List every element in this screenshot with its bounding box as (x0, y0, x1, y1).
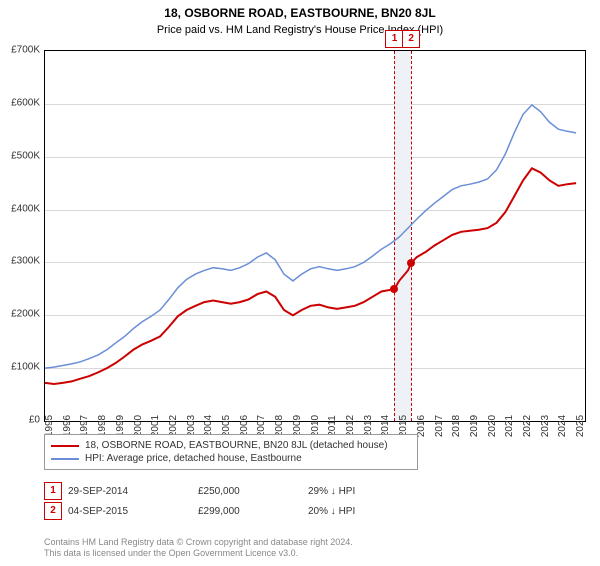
legend-row: HPI: Average price, detached house, East… (51, 452, 411, 465)
sale-marker-icon: 1 (44, 482, 62, 500)
footer-text: Contains HM Land Registry data © Crown c… (44, 537, 353, 560)
sale-date: 29-SEP-2014 (68, 486, 198, 497)
legend: 18, OSBORNE ROAD, EASTBOURNE, BN20 8JL (… (44, 434, 418, 470)
chart-lines (45, 51, 585, 421)
sale-row: 2 04-SEP-2015£299,00020% ↓ HPI (44, 502, 448, 520)
sale-marker: 2 (402, 30, 420, 48)
footer-line: This data is licensed under the Open Gov… (44, 548, 353, 560)
y-axis-label: £200K (11, 309, 40, 320)
price-chart (44, 50, 586, 422)
footer-line: Contains HM Land Registry data © Crown c… (44, 537, 353, 549)
sale-price: £299,000 (198, 506, 308, 517)
y-axis-label: £500K (11, 150, 40, 161)
sale-marker-icon: 2 (44, 502, 62, 520)
series-property (45, 168, 576, 384)
x-axis-label: 2022 (522, 415, 533, 437)
y-axis-label: £0 (29, 415, 40, 426)
x-axis-label: 2017 (434, 415, 445, 437)
y-axis-label: £600K (11, 97, 40, 108)
y-axis-label: £100K (11, 362, 40, 373)
x-axis-label: 2018 (451, 415, 462, 437)
series-hpi (45, 105, 576, 368)
sale-row: 1 29-SEP-2014£250,00029% ↓ HPI (44, 482, 448, 500)
page-title: 18, OSBORNE ROAD, EASTBOURNE, BN20 8JL (0, 6, 600, 20)
x-axis-label: 2020 (487, 415, 498, 437)
sale-price: £250,000 (198, 486, 308, 497)
y-axis-label: £400K (11, 203, 40, 214)
legend-label: 18, OSBORNE ROAD, EASTBOURNE, BN20 8JL (… (85, 440, 388, 451)
sale-pct: 20% ↓ HPI (308, 506, 448, 517)
sale-marker: 1 (385, 30, 403, 48)
legend-label: HPI: Average price, detached house, East… (85, 453, 302, 464)
sale-date: 04-SEP-2015 (68, 506, 198, 517)
y-axis-label: £700K (11, 45, 40, 56)
legend-swatch (51, 445, 79, 447)
page-subtitle: Price paid vs. HM Land Registry's House … (0, 24, 600, 36)
x-axis-label: 2023 (540, 415, 551, 437)
y-axis-label: £300K (11, 256, 40, 267)
sale-pct: 29% ↓ HPI (308, 486, 448, 497)
x-axis-label: 2019 (469, 415, 480, 437)
x-axis-label: 2025 (575, 415, 586, 437)
legend-swatch (51, 458, 79, 460)
legend-row: 18, OSBORNE ROAD, EASTBOURNE, BN20 8JL (… (51, 439, 411, 452)
x-axis-label: 2024 (557, 415, 568, 437)
x-axis-label: 2021 (504, 415, 515, 437)
